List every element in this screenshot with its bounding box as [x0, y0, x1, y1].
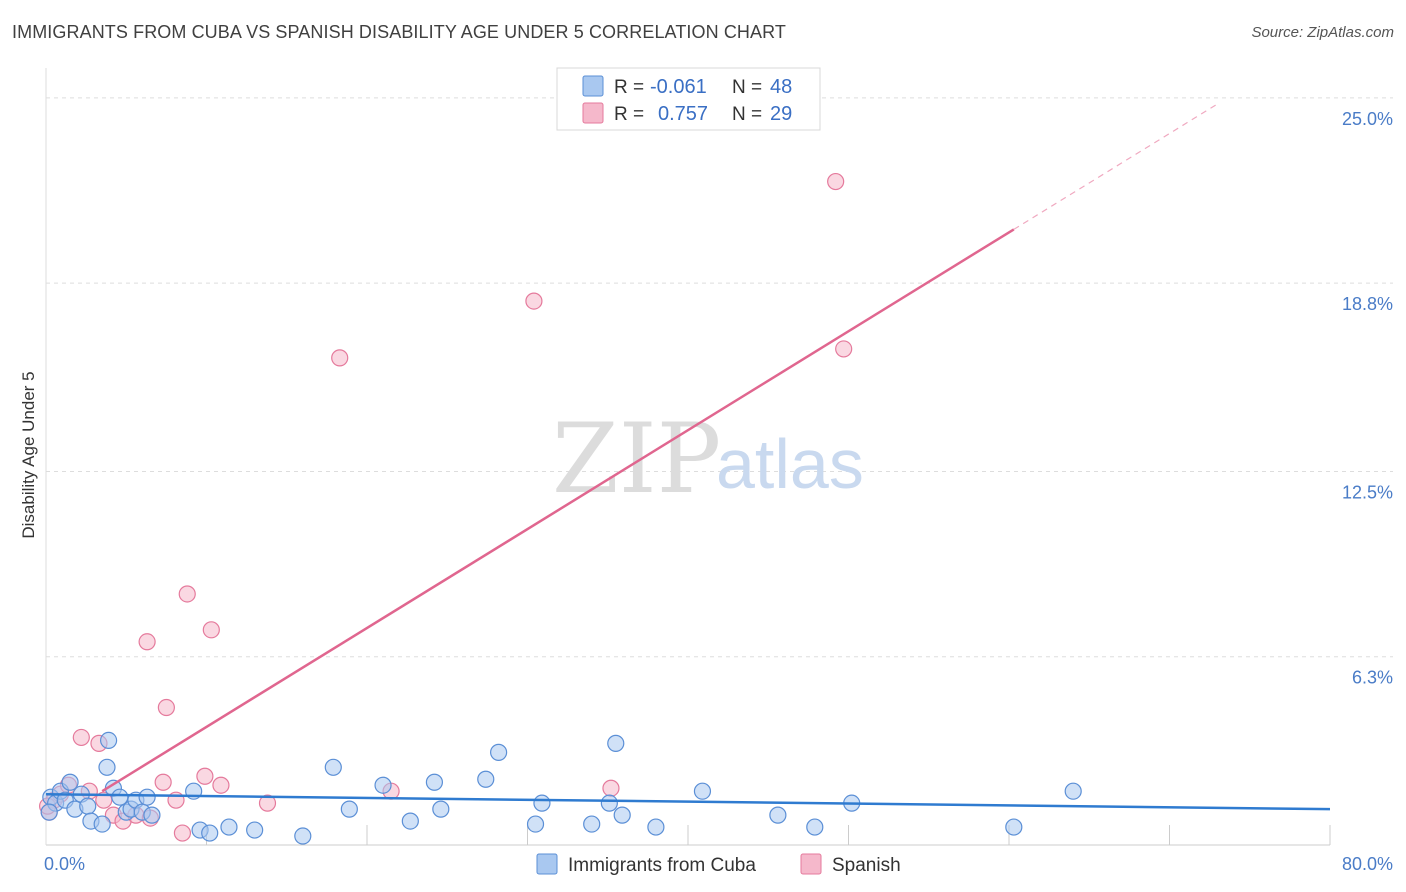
legend-label-cuba: Immigrants from Cuba [568, 855, 756, 876]
y-axis-title: Disability Age Under 5 [19, 371, 38, 538]
spanish-point [138, 633, 156, 651]
legend: Immigrants from Cuba Spanish [536, 853, 901, 876]
cuba-point [526, 815, 545, 833]
cuba-point [220, 818, 238, 836]
cuba-point [401, 812, 419, 830]
y-tick-label: 12.5% [1342, 482, 1393, 502]
cuba-point [600, 794, 618, 812]
y-tick-label: 25.0% [1342, 109, 1393, 129]
cuba-trend-line [45, 792, 1331, 811]
spanish-trend-line [101, 228, 1015, 793]
legend-label-spanish: Spanish [832, 855, 901, 876]
spanish-point [258, 794, 277, 812]
cuba-point [40, 803, 58, 821]
cuba-point [340, 800, 358, 818]
spanish-point [173, 824, 192, 842]
cuba-point [490, 743, 508, 761]
cuba-point [613, 806, 631, 824]
x-ticks [206, 825, 1331, 845]
spanish-point [331, 349, 349, 367]
x-tick-label-max: 80.0% [1342, 854, 1393, 874]
cuba-point [1005, 818, 1023, 836]
cuba-point [533, 794, 551, 812]
legend-swatch-cuba [536, 853, 558, 875]
spanish-point [154, 773, 172, 791]
spanish-point [72, 728, 90, 747]
cuba-point [93, 815, 111, 833]
cuba-point [79, 797, 97, 815]
chart-title: IMMIGRANTS FROM CUBA VS SPANISH DISABILI… [12, 22, 787, 42]
cuba-point [769, 806, 787, 824]
stats-r-value-2: 0.757 [658, 103, 708, 125]
spanish-point [827, 172, 845, 191]
cuba-point [647, 818, 665, 836]
spanish-points [39, 172, 853, 842]
stats-n-label-2: N = [732, 104, 762, 125]
stats-r-value-1: -0.061 [650, 76, 707, 98]
stats-n-value-2: 29 [770, 103, 792, 125]
cuba-point [138, 788, 156, 806]
cuba-point [1064, 782, 1082, 800]
cuba-points [40, 731, 1082, 845]
y-tick-label: 18.8% [1342, 294, 1393, 314]
cuba-point [425, 773, 444, 791]
cuba-point [324, 758, 342, 776]
x-tick-label-min: 0.0% [44, 854, 85, 874]
cuba-point [607, 734, 625, 752]
cuba-point [294, 827, 312, 845]
cuba-point [374, 776, 392, 794]
stats-n-label-1: N = [732, 77, 762, 98]
cuba-point [246, 821, 264, 839]
spanish-point [157, 698, 175, 717]
cuba-point [201, 824, 219, 842]
y-tick-label: 6.3% [1352, 668, 1393, 688]
stats-swatch-pink [582, 102, 604, 124]
source-credit: Source: ZipAtlas.com [1251, 24, 1394, 41]
cuba-point [143, 806, 161, 824]
spanish-point [178, 585, 196, 603]
stats-r-label-2: R = [614, 104, 644, 125]
watermark-atlas: atlas [716, 425, 864, 503]
legend-swatch-spanish [800, 853, 822, 875]
stats-n-value-1: 48 [770, 76, 792, 98]
spanish-point [202, 621, 220, 639]
spanish-point [602, 779, 620, 797]
spanish-trend-extension [1013, 103, 1218, 230]
cuba-point [693, 782, 712, 800]
stats-box: R = -0.061 N = 48 R = 0.757 N = 29 [556, 67, 821, 131]
spanish-point [196, 767, 214, 785]
stats-r-label-1: R = [614, 77, 644, 98]
cuba-point [432, 800, 450, 818]
cuba-point [477, 770, 495, 788]
stats-swatch-blue [582, 75, 604, 97]
spanish-point [835, 340, 853, 358]
y-tick-labels: 6.3% 12.5% 18.8% 25.0% [1342, 109, 1393, 688]
cuba-point [99, 731, 118, 750]
gridlines [46, 97, 1393, 658]
spanish-point [212, 776, 230, 794]
watermark: ZIP atlas [552, 403, 864, 515]
cuba-point [583, 815, 601, 833]
trend-lines [45, 103, 1331, 811]
cuba-point [61, 773, 79, 791]
cuba-point [806, 818, 824, 836]
cuba-point [98, 758, 116, 776]
spanish-point [525, 292, 543, 310]
